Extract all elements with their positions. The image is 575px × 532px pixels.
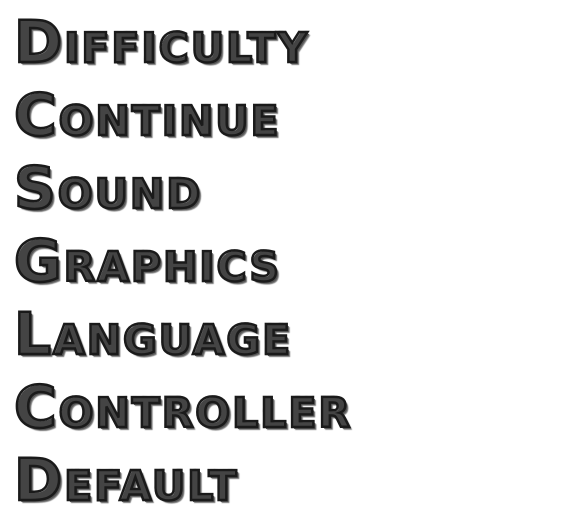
menu-item-label: Language (13, 298, 293, 371)
menu-item-label: Graphics (13, 225, 281, 298)
menu-item-label: Default (13, 444, 239, 517)
menu-item-label: Controller (13, 371, 352, 444)
menu-item-sound[interactable]: Sound (13, 152, 569, 225)
menu-item-label: Sound (13, 152, 203, 225)
options-menu: Difficulty Continue Sound Graphics Langu… (13, 6, 569, 517)
menu-item-default[interactable]: Default (13, 444, 569, 517)
menu-item-continue[interactable]: Continue (13, 79, 569, 152)
menu-item-language[interactable]: Language (13, 298, 569, 371)
menu-item-label: Difficulty (13, 6, 310, 79)
menu-item-graphics[interactable]: Graphics (13, 225, 569, 298)
menu-item-label: Continue (13, 79, 281, 152)
menu-item-controller[interactable]: Controller (13, 371, 569, 444)
menu-item-difficulty[interactable]: Difficulty (13, 6, 569, 79)
